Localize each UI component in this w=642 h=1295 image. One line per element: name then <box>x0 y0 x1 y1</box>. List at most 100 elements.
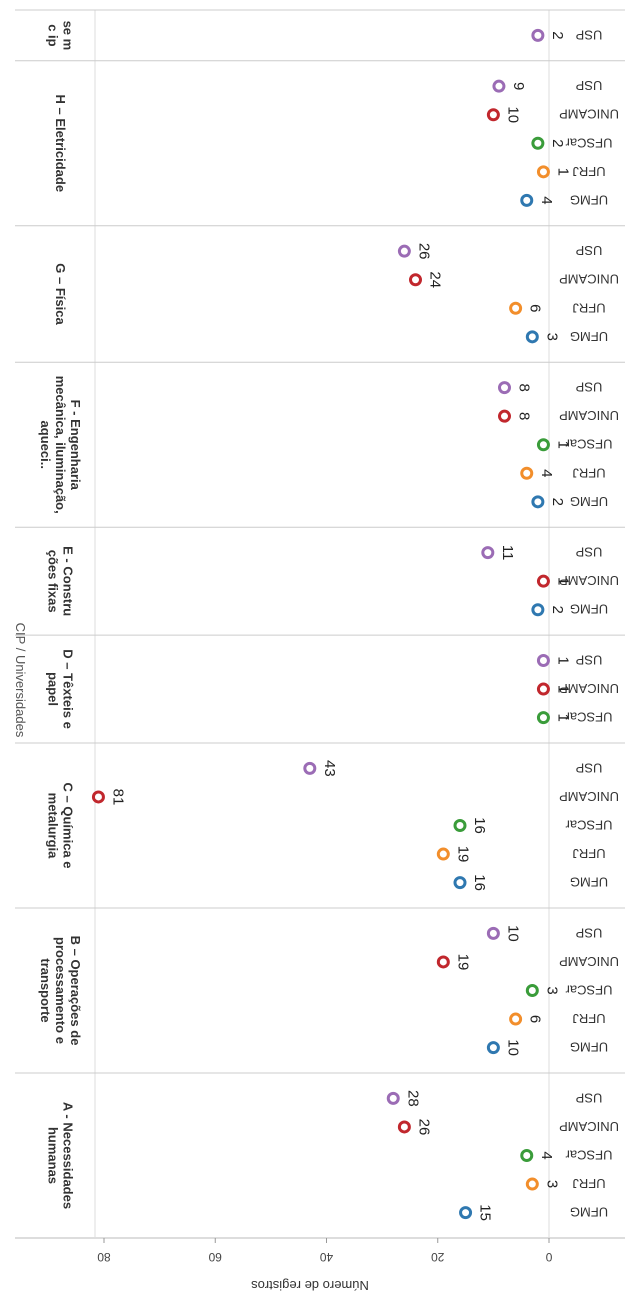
data-label: 81 <box>109 789 126 806</box>
group-header-line: B – Operações de <box>68 936 83 1046</box>
group-header-line: H – Eletricidade <box>53 95 68 193</box>
data-label: 19 <box>454 954 471 971</box>
group-header-line: transporte <box>38 958 53 1022</box>
data-point <box>509 301 523 315</box>
data-point <box>509 1012 523 1026</box>
x-axis-title: CIP / Universidades <box>13 623 28 738</box>
category-label: USP <box>576 380 603 395</box>
category-label: UNICAMP <box>559 408 619 423</box>
category-label: UNICAMP <box>559 1119 619 1134</box>
data-point <box>536 682 550 696</box>
category-label: UFRJ <box>572 164 605 179</box>
data-point <box>536 165 550 179</box>
data-point <box>520 466 534 480</box>
category-label: UFSCar <box>565 818 613 833</box>
y-tick-label: 0 <box>545 1250 552 1264</box>
data-label: 4 <box>538 1151 555 1159</box>
group-header-line: D – Têxteis e <box>61 649 76 729</box>
group-header-line: G – Física <box>53 263 68 325</box>
data-label: 24 <box>427 271 444 288</box>
group-header: F - Engenhariamecânica, iluminação,aquec… <box>38 376 83 514</box>
data-label: 4 <box>538 469 555 477</box>
data-label: 19 <box>454 846 471 863</box>
data-label: 1 <box>554 656 571 664</box>
data-label: 10 <box>504 1039 521 1056</box>
data-label: 10 <box>504 106 521 123</box>
category-label: USP <box>576 760 603 775</box>
category-label: USP <box>576 1090 603 1105</box>
group-header: D – Têxteis epapel <box>46 649 76 729</box>
data-point <box>481 546 495 560</box>
category-label: USP <box>576 78 603 93</box>
data-point <box>453 876 467 890</box>
data-label: 6 <box>527 1015 544 1023</box>
group-header: A - Necessidadeshumanas <box>46 1102 76 1209</box>
category-label: UFMG <box>570 329 608 344</box>
data-label: 16 <box>471 874 488 891</box>
data-label: 10 <box>504 925 521 942</box>
data-label: 2 <box>549 498 566 506</box>
data-label: 16 <box>471 817 488 834</box>
category-label: UNICAMP <box>559 107 619 122</box>
data-point <box>498 409 511 423</box>
data-label: 1 <box>554 441 571 449</box>
category-label: UNICAMP <box>559 573 619 588</box>
data-labels: 1534262810631910161916814311121112418836… <box>109 31 571 1221</box>
data-label: 1 <box>554 713 571 721</box>
category-labels: UFMG UFRJ UFSCar UNICAMP USP UFMG UFRJ UFSCar UN… <box>559 27 619 1219</box>
data-point <box>436 955 450 969</box>
category-label: UFRJ <box>572 300 605 315</box>
group-header-line: E - Constru <box>61 546 76 616</box>
group-header: G – Física <box>53 263 68 325</box>
data-label: 2 <box>549 606 566 614</box>
data-points <box>91 28 550 1220</box>
data-label: 2 <box>549 139 566 147</box>
group-header-line: c ip <box>46 24 61 46</box>
data-point <box>453 819 467 833</box>
data-label: 8 <box>516 412 533 420</box>
data-label: 28 <box>404 1090 421 1107</box>
data-point <box>525 1177 539 1191</box>
data-point <box>531 495 545 509</box>
data-point <box>486 926 500 940</box>
group-header-line: C – Química e <box>61 783 76 869</box>
category-label: UFMG <box>570 1205 608 1220</box>
data-point <box>531 28 545 42</box>
data-label: 2 <box>549 31 566 39</box>
data-point <box>486 1041 500 1055</box>
data-label: 9 <box>510 82 527 90</box>
category-label: UFRJ <box>572 846 605 861</box>
data-label: 1 <box>554 685 571 693</box>
category-label: UFMG <box>570 494 608 509</box>
y-axis-title: Número de registros <box>251 1278 369 1293</box>
y-tick-label: 40 <box>320 1250 334 1264</box>
data-point <box>498 381 511 395</box>
category-label: UFMG <box>570 602 608 617</box>
data-point <box>520 193 534 207</box>
data-label: 3 <box>543 1180 560 1188</box>
category-label: UFSCar <box>565 437 613 452</box>
category-label: UFMG <box>570 192 608 207</box>
category-label: UFRJ <box>572 465 605 480</box>
group-headers: A - Necessidadeshumanas B – Operações de p… <box>38 21 83 1210</box>
data-label: 3 <box>543 986 560 994</box>
group-header-line: ções fixas <box>46 550 61 613</box>
category-label: UNICAMP <box>559 789 619 804</box>
group-header-line: mecânica, iluminação, <box>53 376 68 514</box>
data-point <box>397 244 411 258</box>
y-tick-label: 80 <box>97 1250 111 1264</box>
data-point <box>525 984 539 998</box>
category-label: UNICAMP <box>559 954 619 969</box>
data-label: 15 <box>477 1204 494 1221</box>
category-label: USP <box>576 653 603 668</box>
group-header: E - Construções fixas <box>46 546 76 616</box>
group-header: H – Eletricidade <box>53 95 68 193</box>
category-label: UFSCar <box>565 135 613 150</box>
group-header-line: papel <box>46 672 61 706</box>
data-point <box>520 1149 534 1163</box>
gridlines <box>15 9 625 1239</box>
category-label: UFSCar <box>565 983 613 998</box>
data-point <box>91 790 105 804</box>
data-label: 26 <box>415 243 432 260</box>
